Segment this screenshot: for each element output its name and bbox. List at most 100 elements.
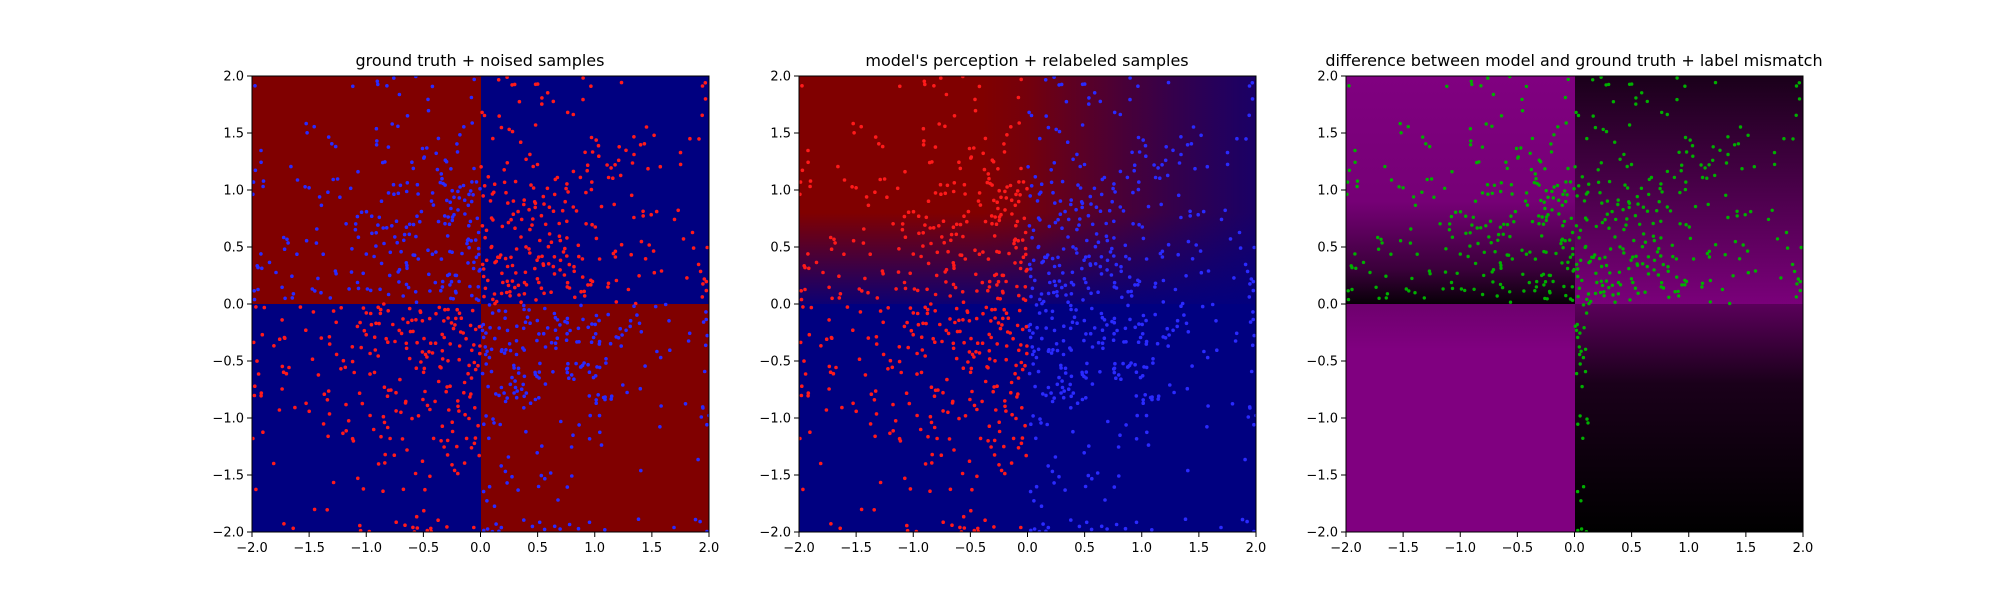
sample-point bbox=[283, 336, 287, 341]
mismatch-point bbox=[1597, 256, 1602, 261]
sample-point bbox=[484, 228, 489, 233]
sample-point bbox=[1074, 207, 1078, 212]
sample-point bbox=[1088, 194, 1093, 199]
sample-point bbox=[319, 290, 323, 295]
sample-point bbox=[547, 205, 552, 209]
sample-point bbox=[374, 126, 379, 131]
sample-point bbox=[436, 136, 441, 141]
sample-point bbox=[522, 518, 526, 522]
mismatch-point bbox=[1488, 219, 1493, 223]
sample-point bbox=[838, 292, 843, 296]
sample-point bbox=[511, 199, 516, 203]
sample-point bbox=[970, 487, 974, 492]
sample-point bbox=[319, 203, 324, 208]
sample-point bbox=[419, 360, 423, 364]
sample-point bbox=[1080, 201, 1085, 206]
sample-point bbox=[535, 451, 539, 455]
sample-point bbox=[997, 218, 1002, 223]
sample-point bbox=[530, 524, 535, 529]
x-tick-label: 0.0 bbox=[470, 541, 491, 556]
mismatch-point bbox=[1468, 143, 1473, 147]
mismatch-point bbox=[1724, 193, 1728, 197]
mismatch-point bbox=[1798, 279, 1803, 284]
mismatch-point bbox=[1524, 84, 1529, 89]
sample-point bbox=[1078, 217, 1082, 221]
sample-point bbox=[1057, 129, 1062, 134]
sample-point bbox=[911, 209, 916, 214]
sample-point bbox=[426, 248, 430, 252]
sample-point bbox=[1028, 335, 1033, 340]
sample-point bbox=[1048, 280, 1052, 285]
sample-point bbox=[496, 78, 501, 82]
sample-point bbox=[553, 341, 558, 346]
panel-3-axes: −2.0 −1.5 −1.0 −0.5 0.0 0.5 1.0 1.5 2.0−2.0−1.5−… bbox=[1306, 70, 1813, 557]
sample-point bbox=[500, 224, 505, 229]
sample-point bbox=[549, 340, 554, 345]
sample-point bbox=[475, 216, 480, 221]
sample-point bbox=[1134, 520, 1139, 525]
sample-point bbox=[565, 254, 569, 258]
sample-point bbox=[442, 214, 447, 218]
sample-point bbox=[992, 234, 997, 238]
sample-point bbox=[1200, 304, 1205, 309]
sample-point bbox=[799, 297, 804, 302]
mismatch-point bbox=[1570, 285, 1575, 289]
sample-point bbox=[280, 387, 284, 391]
sample-point bbox=[641, 209, 645, 214]
sample-point bbox=[1179, 215, 1183, 220]
sample-point bbox=[1028, 267, 1033, 271]
x-tick-label: −1.0 bbox=[897, 541, 929, 556]
mismatch-point bbox=[1540, 215, 1544, 219]
sample-point bbox=[327, 342, 332, 346]
mismatch-point bbox=[1726, 135, 1730, 139]
y-tick-label: 1.5 bbox=[223, 127, 244, 142]
sample-point bbox=[447, 408, 451, 412]
mismatch-point bbox=[1611, 293, 1615, 297]
sample-point bbox=[1028, 489, 1033, 494]
sample-point bbox=[445, 438, 450, 443]
sample-point bbox=[293, 405, 297, 410]
sample-point bbox=[582, 294, 587, 298]
sample-point bbox=[1118, 433, 1122, 438]
sample-point bbox=[1128, 317, 1132, 322]
y-tick-label: 1.0 bbox=[770, 184, 791, 199]
mismatch-point bbox=[1576, 294, 1580, 299]
sample-point bbox=[496, 255, 500, 259]
sample-point bbox=[1111, 186, 1115, 191]
sample-point bbox=[433, 399, 437, 404]
sample-point bbox=[1193, 166, 1197, 171]
sample-point bbox=[1040, 336, 1044, 341]
sample-point bbox=[891, 402, 895, 407]
mismatch-point bbox=[1707, 249, 1712, 253]
sample-point bbox=[1111, 338, 1116, 343]
sample-point bbox=[969, 336, 973, 341]
sample-point bbox=[1041, 299, 1046, 304]
sample-point bbox=[472, 77, 477, 82]
mismatch-point bbox=[1731, 274, 1735, 278]
sample-point bbox=[1044, 529, 1048, 532]
sample-point bbox=[551, 264, 556, 269]
sample-point bbox=[401, 487, 406, 492]
y-tick-label: −1.0 bbox=[212, 412, 244, 427]
sample-point bbox=[614, 278, 619, 283]
sample-point bbox=[874, 335, 879, 339]
mismatch-point bbox=[1574, 110, 1578, 115]
sample-point bbox=[1032, 527, 1037, 531]
mismatch-point bbox=[1683, 283, 1687, 287]
sample-point bbox=[1061, 339, 1066, 343]
sample-point bbox=[545, 186, 550, 191]
sample-point bbox=[1185, 143, 1190, 147]
sample-point bbox=[962, 182, 967, 187]
x-tick-label: 0.5 bbox=[527, 541, 548, 556]
sample-point bbox=[355, 214, 360, 219]
sample-point bbox=[559, 419, 563, 424]
sample-point bbox=[1108, 250, 1113, 254]
sample-point bbox=[492, 292, 497, 296]
sample-point bbox=[570, 474, 574, 478]
sample-point bbox=[1250, 81, 1255, 85]
sample-point bbox=[436, 219, 441, 224]
sample-point bbox=[295, 178, 300, 182]
mismatch-point bbox=[1674, 257, 1679, 261]
mismatch-point bbox=[1749, 209, 1753, 214]
mismatch-point bbox=[1708, 300, 1713, 304]
